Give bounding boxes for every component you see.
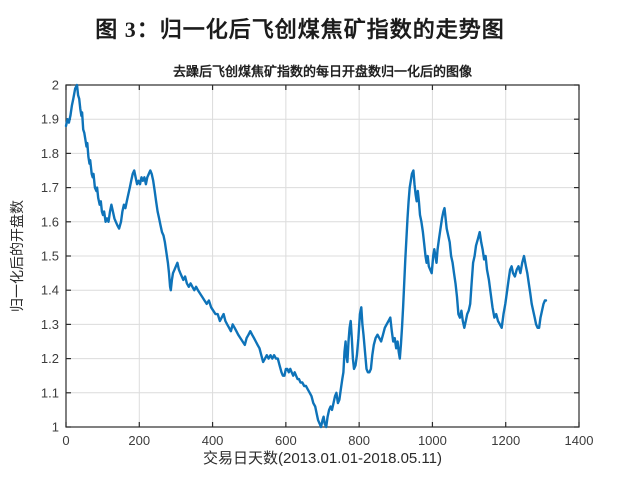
y-tick-label: 1.7 <box>41 180 59 195</box>
y-tick-label: 1 <box>52 420 59 435</box>
y-tick-label: 1.6 <box>41 214 59 229</box>
figure-title: 图 3：归一化后飞创煤焦矿指数的走势图 <box>95 17 505 42</box>
chart-title: 去躁后飞创煤焦矿指数的每日开盘数归一化后的图像 <box>172 64 472 79</box>
x-tick-label: 1200 <box>491 433 520 448</box>
index-line-series <box>64 83 548 429</box>
y-tick-label: 1.4 <box>41 283 59 298</box>
x-axis-label: 交易日天数(2013.01.01-2018.05.11) <box>202 450 443 467</box>
y-tick-label: 1.5 <box>41 249 59 264</box>
y-tick-label: 1.3 <box>41 317 59 332</box>
x-tick-label: 0 <box>62 433 69 448</box>
y-tick-label: 2 <box>52 78 59 93</box>
x-tick-label: 200 <box>128 433 150 448</box>
y-tick-label: 1.9 <box>41 112 59 127</box>
y-tick-label: 1.1 <box>41 385 59 400</box>
x-tick-label: 1000 <box>418 433 447 448</box>
y-tick-label: 1.8 <box>41 146 59 161</box>
x-tick-label: 400 <box>202 433 224 448</box>
x-tick-label: 1400 <box>565 433 594 448</box>
x-tick-label: 600 <box>275 433 297 448</box>
y-tick-label: 1.2 <box>41 351 59 366</box>
x-tick-label: 800 <box>348 433 370 448</box>
